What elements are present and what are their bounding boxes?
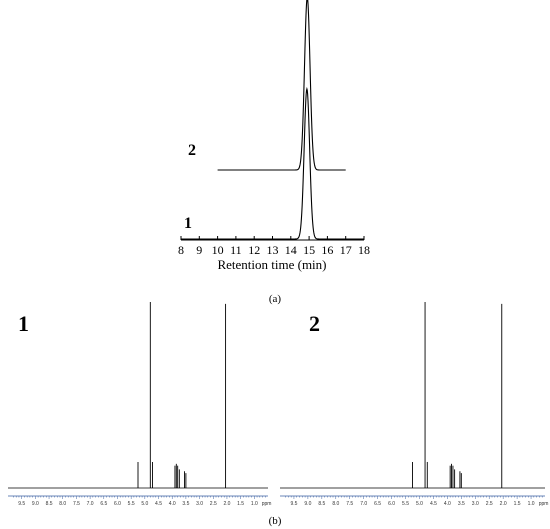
x-axis-title: Retention time (min) <box>217 257 326 272</box>
ppm-tick-label: 7.0 <box>87 501 94 507</box>
x-tick-label: 8 <box>178 243 184 257</box>
ppm-tick-label: 1.0 <box>528 501 535 507</box>
x-tick-label: 12 <box>248 243 260 257</box>
ppm-tick-label: 2.5 <box>210 501 217 507</box>
x-tick-label: 17 <box>340 243 352 257</box>
ppm-tick-label: 9.0 <box>304 501 311 507</box>
x-tick-label: 14 <box>285 243 297 257</box>
ppm-axis-title: ppm <box>262 501 272 507</box>
ppm-axis-title: ppm <box>539 501 549 507</box>
ppm-tick-label: 5.0 <box>141 501 148 507</box>
ppm-tick-label: 7.5 <box>73 501 80 507</box>
ppm-tick-label: 2.0 <box>223 501 230 507</box>
ppm-tick-label: 5.5 <box>128 501 135 507</box>
panel-caption-a: (a) <box>269 293 282 305</box>
ppm-tick-label: 6.5 <box>100 501 107 507</box>
ppm-tick-label: 6.0 <box>388 501 395 507</box>
nmr-spectrum-2: 9.5 9.0 8.5 8.0 7.5 7.0 6.5 6.0 5.5 5.0 4.5 4.0 3.5 3… <box>280 302 548 507</box>
ppm-tick-label: 6.0 <box>114 501 121 507</box>
ppm-tick-label: 3.0 <box>472 501 479 507</box>
x-tick-label: 13 <box>267 243 279 257</box>
series-label-2: 2 <box>188 142 196 159</box>
ppm-tick-label: 3.0 <box>196 501 203 507</box>
ppm-tick-label: 8.5 <box>46 501 53 507</box>
nmr-spectrum-1: 9.5 9.0 8.5 8.0 7.5 7.0 6.5 6.0 5.5 5.0 4.5 4.0 3.5 3… <box>8 302 271 507</box>
ppm-tick-label: 7.5 <box>346 501 353 507</box>
ppm-tick-label: 3.5 <box>458 501 465 507</box>
ppm-tick-label: 4.0 <box>444 501 451 507</box>
x-tick-label: 16 <box>321 243 333 257</box>
spectrum-label-1: 1 <box>18 311 29 336</box>
ppm-tick-label: 8.0 <box>59 501 66 507</box>
ppm-tick-label: 1.0 <box>251 501 258 507</box>
x-tick-label: 18 <box>358 243 370 257</box>
x-tick-label: 15 <box>303 243 315 257</box>
chromatogram-line-1 <box>181 86 364 240</box>
chromatogram-line-2 <box>217 0 346 171</box>
ppm-tick-label: 5.0 <box>416 501 423 507</box>
ppm-tick-label: 5.5 <box>402 501 409 507</box>
panel-caption-b: (b) <box>269 515 282 527</box>
ppm-tick-label: 7.0 <box>360 501 367 507</box>
ppm-tick-label: 6.5 <box>374 501 381 507</box>
ppm-tick-label: 8.0 <box>332 501 339 507</box>
spectrum-label-2: 2 <box>309 311 320 336</box>
ppm-tick-label: 9.0 <box>32 501 39 507</box>
ppm-tick-label: 2.5 <box>486 501 493 507</box>
ppm-tick-label: 3.5 <box>182 501 189 507</box>
ppm-tick-label: 8.5 <box>318 501 325 507</box>
x-tick-label: 11 <box>230 243 242 257</box>
ppm-tick-label: 4.5 <box>430 501 437 507</box>
x-axis-ticks: 8 9 10 11 12 13 14 15 16 17 18 <box>178 236 370 257</box>
nmr-spectra: 1 2 9.5 9.0 8.5 8.0 7.5 7.0 6.5 6.0 5.5 5.0 4.5 4.0… <box>8 302 548 527</box>
hplc-chart: 8 9 10 11 12 13 14 15 16 17 18 Retention time (min… <box>178 0 370 305</box>
ppm-tick-label: 1.5 <box>237 501 244 507</box>
x-tick-label: 10 <box>212 243 224 257</box>
chromatogram-traces <box>181 0 364 240</box>
ppm-tick-label: 4.5 <box>155 501 162 507</box>
x-tick-label: 9 <box>196 243 202 257</box>
ppm-tick-label: 4.0 <box>169 501 176 507</box>
ppm-tick-label: 9.5 <box>290 501 297 507</box>
ppm-tick-label: 2.0 <box>500 501 507 507</box>
series-label-1: 1 <box>184 215 192 232</box>
ppm-tick-label: 1.5 <box>514 501 521 507</box>
ppm-tick-label: 9.5 <box>18 501 25 507</box>
